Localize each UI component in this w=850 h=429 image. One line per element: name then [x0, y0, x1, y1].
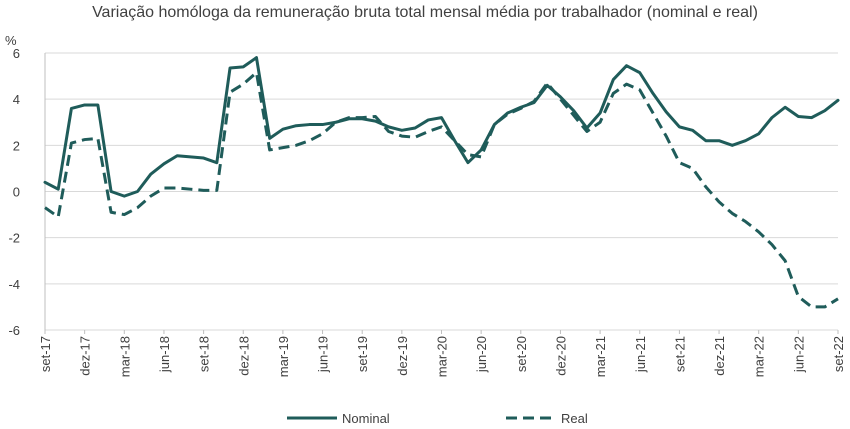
x-tick-label: mar-18 [117, 336, 132, 377]
x-tick-label: set-17 [38, 336, 53, 372]
x-tick-label: dez-19 [395, 336, 410, 376]
y-tick-label: -4 [8, 277, 20, 292]
x-tick-label: dez-17 [78, 336, 93, 376]
y-tick-label: 2 [13, 138, 20, 153]
y-axis-ticks: 6 4 2 0 -2 -4 -6 [8, 46, 20, 338]
x-tick-label: set-18 [197, 336, 212, 372]
y-tick-label: 0 [13, 185, 20, 200]
x-tick-label: mar-19 [276, 336, 291, 377]
x-tick-label: mar-22 [752, 336, 767, 377]
x-tick-label: jun-20 [474, 336, 489, 373]
grid-layer [44, 52, 838, 331]
x-tick-label: set-21 [672, 336, 687, 372]
x-tick-label: jun-18 [157, 336, 172, 373]
x-tick-label: set-19 [355, 336, 370, 372]
y-tick-label: 6 [13, 46, 20, 61]
x-tick-label: mar-21 [593, 336, 608, 377]
x-tick-label: mar-20 [435, 336, 450, 377]
x-tick-label: dez-20 [553, 336, 568, 376]
x-tick-label: jun-22 [791, 336, 806, 373]
legend: Nominal Real [287, 411, 588, 426]
y-tick-label: -2 [8, 231, 20, 246]
y-tick-label: 4 [13, 92, 20, 107]
series-layer [43, 56, 840, 309]
x-tick-label: set-22 [831, 336, 846, 372]
x-tick-label: jun-21 [633, 336, 648, 373]
series-line-nominal [43, 56, 840, 198]
x-tick-label: jun-19 [316, 336, 331, 373]
x-axis-ticks: set-17 dez-17 mar-18 jun-18 set-18 dez-18 mar-… [38, 330, 846, 377]
x-tick-label: set-20 [514, 336, 529, 372]
chart-title: Variação homóloga da remuneração bruta t… [92, 4, 758, 21]
y-axis-unit-label: % [5, 33, 17, 48]
y-tick-label: -6 [8, 323, 20, 338]
legend-label-real: Real [561, 411, 588, 426]
legend-label-nominal: Nominal [342, 411, 390, 426]
x-tick-label: dez-18 [236, 336, 251, 376]
series-line-real [44, 71, 839, 309]
x-tick-label: dez-21 [712, 336, 727, 376]
